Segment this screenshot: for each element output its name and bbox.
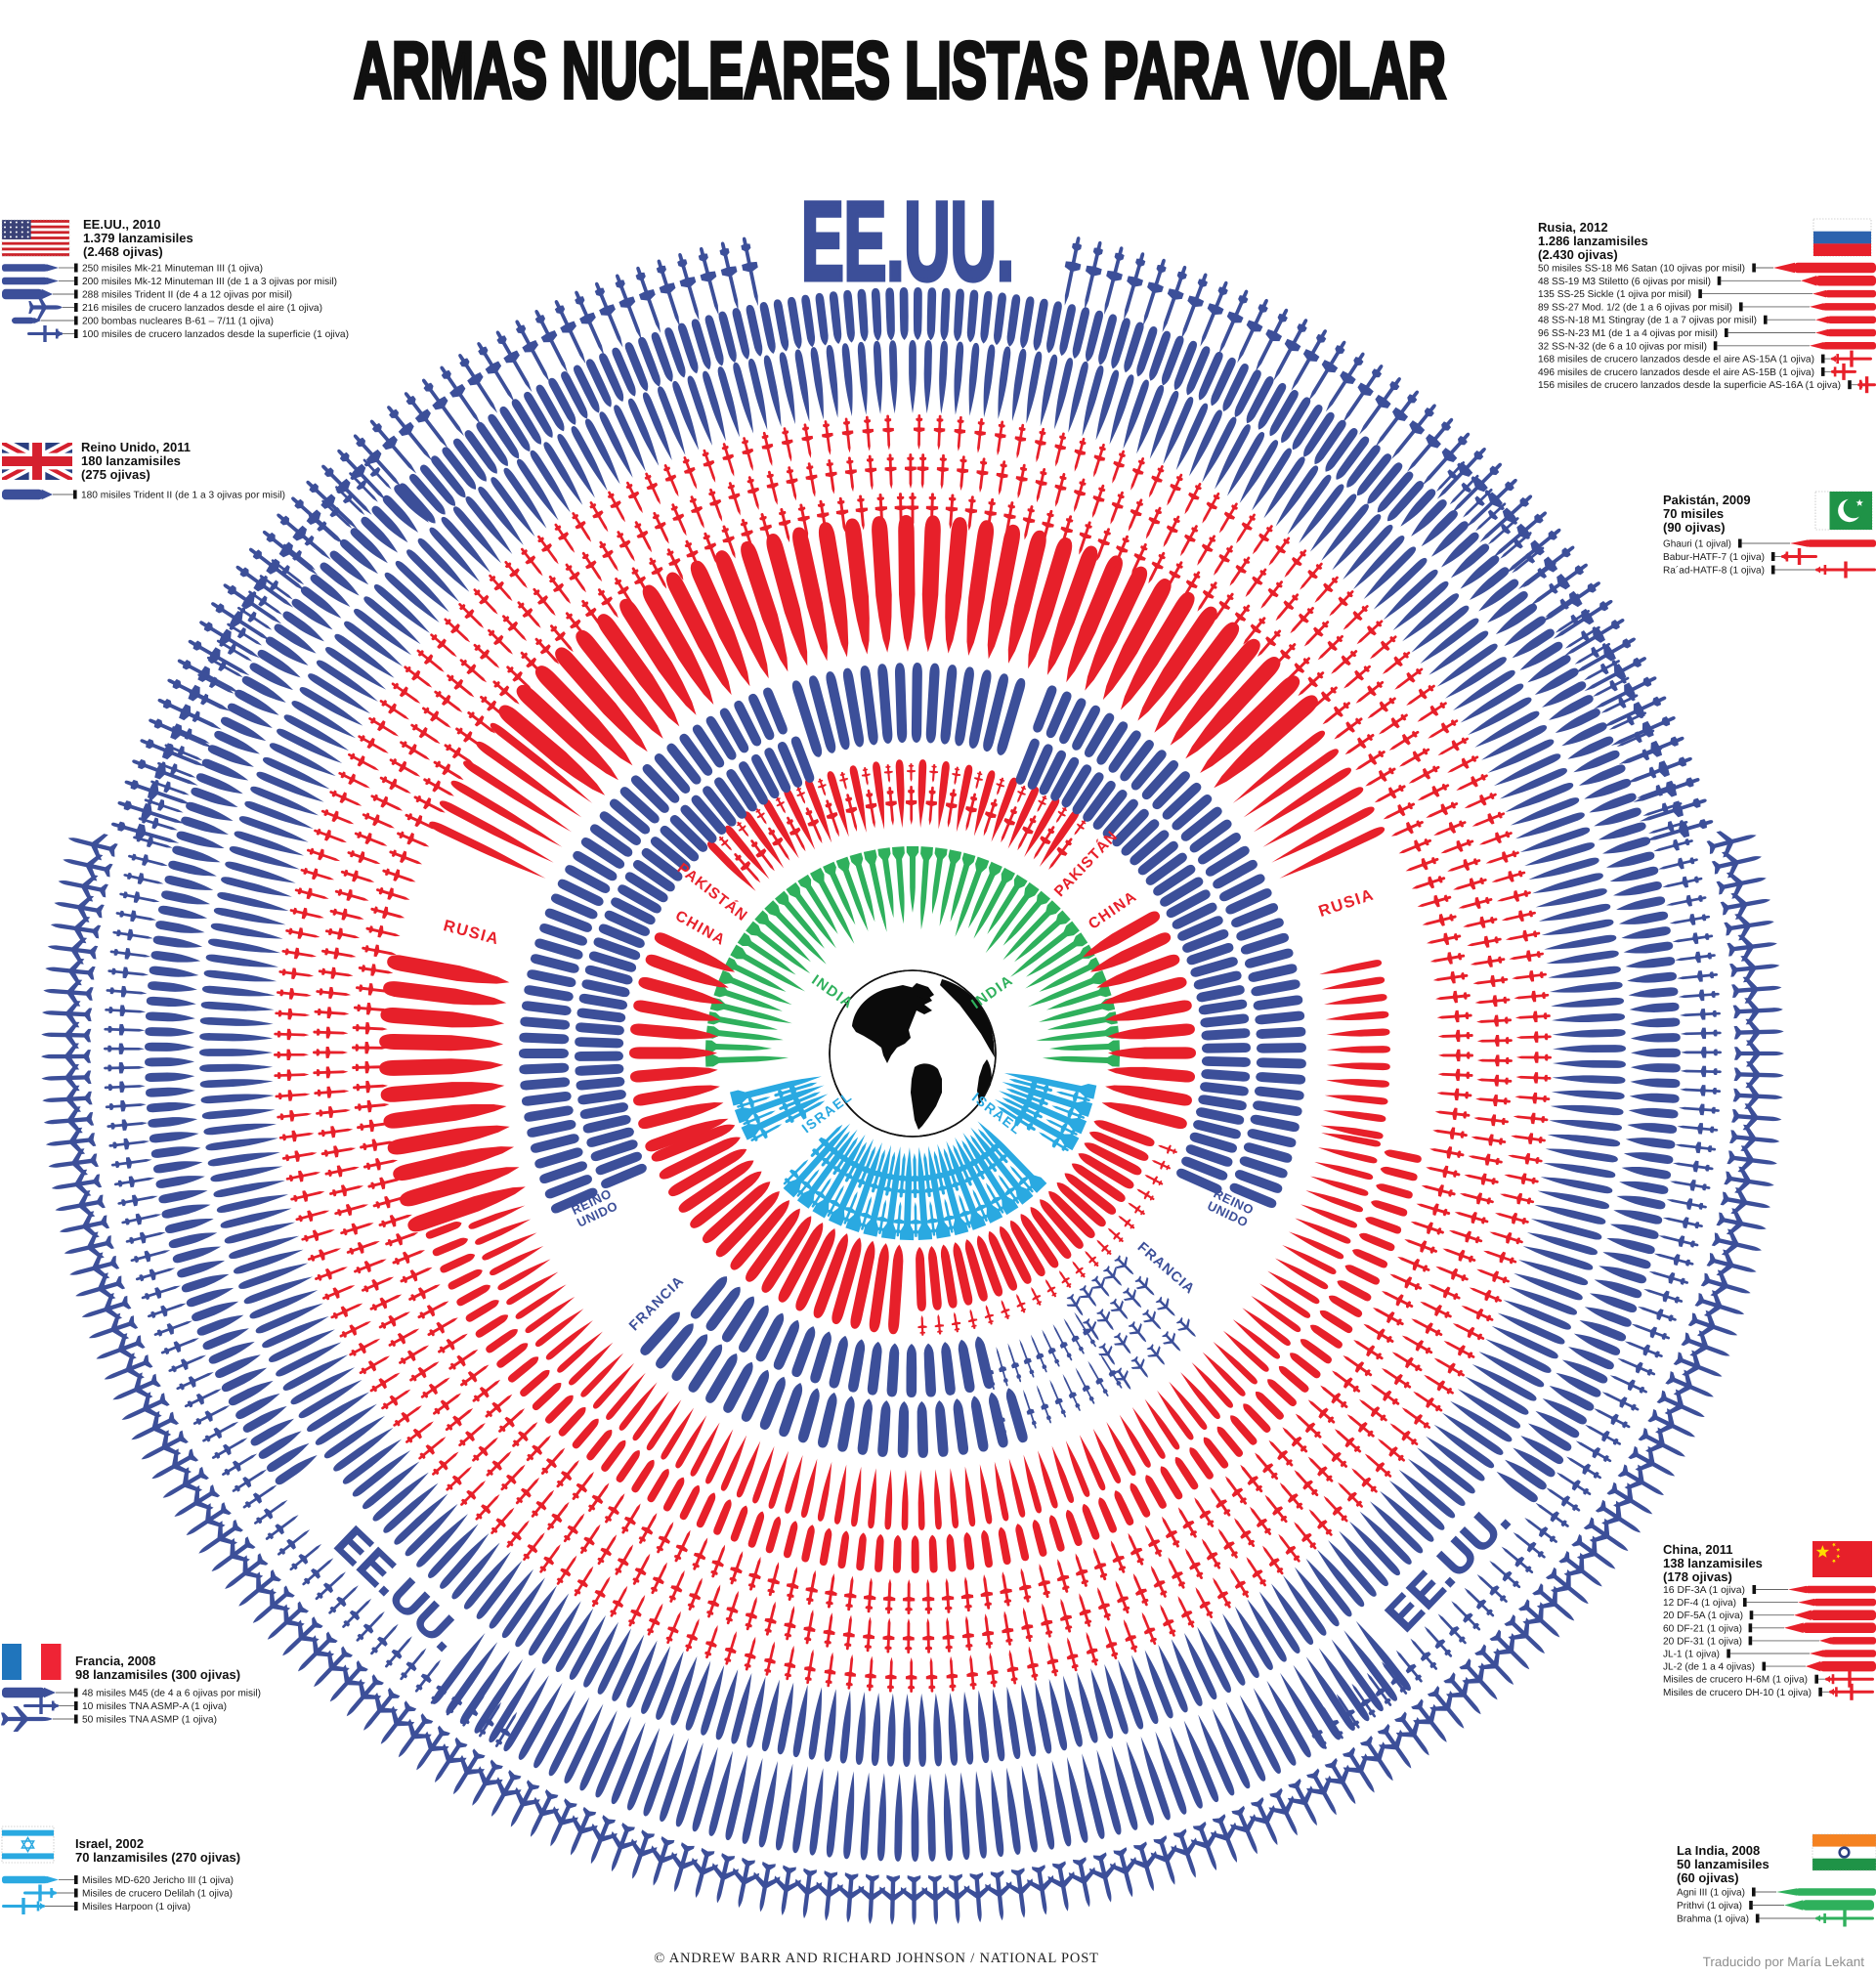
svg-text:Brahma (1 ojiva): Brahma (1 ojiva) (1677, 1914, 1749, 1925)
svg-text:48 SS-19 M3 Stiletto (6 ojivas: 48 SS-19 M3 Stiletto (6 ojivas por misil… (1538, 277, 1711, 287)
svg-text:16 DF-3A (1 ojiva): 16 DF-3A (1 ojiva) (1663, 1585, 1745, 1596)
svg-text:JL-2 (de 1 a 4 ojivas): JL-2 (de 1 a 4 ojivas) (1663, 1662, 1755, 1673)
svg-text:50 lanzamisiles: 50 lanzamisiles (1677, 1857, 1769, 1871)
svg-text:60 DF-21 (1 ojiva): 60 DF-21 (1 ojiva) (1663, 1623, 1742, 1634)
svg-text:70 misiles: 70 misiles (1663, 506, 1724, 521)
svg-text:Francia, 2008: Francia, 2008 (75, 1654, 155, 1668)
svg-text:(90 ojivas): (90 ojivas) (1663, 520, 1726, 535)
svg-text:200 misiles Mk-12 Minuteman II: 200 misiles Mk-12 Minuteman III (de 1 a … (82, 277, 337, 287)
svg-text:Israel, 2002: Israel, 2002 (75, 1836, 144, 1851)
svg-text:32 SS-N-32 (de 6 a 10 ojivas p: 32 SS-N-32 (de 6 a 10 ojivas por misil) (1538, 341, 1707, 352)
svg-text:138 lanzamisiles: 138 lanzamisiles (1663, 1556, 1763, 1570)
svg-text:12 DF-4 (1 ojiva): 12 DF-4 (1 ojiva) (1663, 1598, 1736, 1609)
svg-text:96 SS-N-23 M1 (de 1 a 4 ojivas: 96 SS-N-23 M1 (de 1 a 4 ojivas por misil… (1538, 328, 1718, 339)
svg-text:EE.UU.: EE.UU. (801, 180, 1014, 304)
svg-text:10 misiles TNA ASMP-A (1 ojiva: 10 misiles TNA ASMP-A (1 ojiva) (82, 1701, 227, 1712)
svg-text:98 lanzamisiles (300 ojivas): 98 lanzamisiles (300 ojivas) (75, 1667, 240, 1682)
svg-text:EE.UU., 2010: EE.UU., 2010 (83, 217, 161, 232)
svg-text:89 SS-27 Mod. 1/2 (de 1 a 6 oj: 89 SS-27 Mod. 1/2 (de 1 a 6 ojivas por m… (1538, 302, 1732, 313)
svg-text:Pakistán, 2009: Pakistán, 2009 (1663, 493, 1751, 507)
svg-text:216 misiles de crucero lanzado: 216 misiles de crucero lanzados desde el… (82, 303, 322, 314)
svg-text:Prithvi (1 ojiva): Prithvi (1 ojiva) (1677, 1901, 1742, 1912)
svg-text:48 misiles M45 (de 4 a 6 ojiva: 48 misiles M45 (de 4 a 6 ojivas por misi… (82, 1689, 261, 1699)
svg-text:Misiles MD-620 Jericho III (1: Misiles MD-620 Jericho III (1 ojiva) (82, 1875, 234, 1886)
svg-text:50 misiles SS-18 M6 Satan (10: 50 misiles SS-18 M6 Satan (10 ojivas por… (1538, 264, 1745, 275)
svg-text:100 misiles de crucero lanzado: 100 misiles de crucero lanzados desde la… (82, 329, 349, 340)
svg-text:(178 ojivas): (178 ojivas) (1663, 1569, 1732, 1584)
svg-text:180 lanzamisiles: 180 lanzamisiles (81, 453, 181, 468)
svg-text:Misiles de crucero DH-10 (1 oj: Misiles de crucero DH-10 (1 ojiva) (1663, 1688, 1812, 1698)
svg-text:(2.430 ojivas): (2.430 ojivas) (1538, 247, 1618, 262)
svg-text:200 bombas nucleares B-61 – 7/: 200 bombas nucleares B-61 – 7/11 (1 ojiv… (82, 317, 274, 327)
svg-text:Agni III (1 ojiva): Agni III (1 ojiva) (1677, 1888, 1745, 1899)
svg-text:156 misiles de crucero lanzado: 156 misiles de crucero lanzados desde la… (1538, 380, 1841, 391)
svg-text:Reino Unido, 2011: Reino Unido, 2011 (81, 440, 191, 454)
svg-text:Misiles de crucero Delilah (1: Misiles de crucero Delilah (1 ojiva) (82, 1889, 233, 1900)
svg-text:Babur-HATF-7 (1 ojiva): Babur-HATF-7 (1 ojiva) (1663, 552, 1765, 563)
svg-text:20 DF-5A (1 ojiva): 20 DF-5A (1 ojiva) (1663, 1611, 1743, 1621)
svg-text:China, 2011: China, 2011 (1663, 1542, 1733, 1557)
svg-text:(2.468 ojivas): (2.468 ojivas) (83, 244, 163, 259)
svg-text:La India, 2008: La India, 2008 (1677, 1843, 1760, 1858)
svg-text:Rusia, 2012: Rusia, 2012 (1538, 220, 1608, 235)
svg-text:(60 ojivas): (60 ojivas) (1677, 1870, 1739, 1885)
svg-text:JL-1 (1 ojiva): JL-1 (1 ojiva) (1663, 1650, 1720, 1660)
svg-text:180 misiles Trident II (de 1 a: 180 misiles Trident II (de 1 a 3 ojivas … (81, 491, 285, 501)
svg-text:Misiles Harpoon (1 ojiva): Misiles Harpoon (1 ojiva) (82, 1902, 191, 1912)
svg-text:ARMAS NUCLEARES LISTAS PARA VO: ARMAS NUCLEARES LISTAS PARA VOLAR (354, 26, 1446, 115)
svg-text:Ghauri (1 ojival): Ghauri (1 ojival) (1663, 539, 1731, 550)
svg-text:1.286 lanzamisiles: 1.286 lanzamisiles (1538, 234, 1648, 248)
svg-text:70 lanzamisiles (270 ojivas): 70 lanzamisiles (270 ojivas) (75, 1850, 240, 1865)
svg-text:© ANDREW BARR AND RICHARD JOHN: © ANDREW BARR AND RICHARD JOHNSON / NATI… (654, 1951, 1098, 1966)
svg-text:250 misiles Mk-21 Minuteman II: 250 misiles Mk-21 Minuteman III (1 ojiva… (82, 264, 263, 275)
svg-text:20 DF-31 (1 ojiva): 20 DF-31 (1 ojiva) (1663, 1636, 1742, 1647)
svg-text:168 misiles de crucero lanzado: 168 misiles de crucero lanzados desde el… (1538, 355, 1814, 365)
svg-text:Ra´ad-HATF-8 (1 ojiva): Ra´ad-HATF-8 (1 ojiva) (1663, 566, 1765, 577)
svg-text:496 misiles de crucero lanzado: 496 misiles de crucero lanzados desde el… (1538, 367, 1814, 378)
svg-text:48 SS-N-18 M1 Stingray (de 1 a: 48 SS-N-18 M1 Stingray (de 1 a 7 ojivas … (1538, 316, 1757, 326)
svg-text:50 misiles TNA ASMP (1 ojiva): 50 misiles TNA ASMP (1 ojiva) (82, 1715, 217, 1726)
svg-text:(275 ojivas): (275 ojivas) (81, 467, 150, 482)
svg-text:Traducido por María Lekant: Traducido por María Lekant (1703, 1955, 1865, 1969)
svg-text:1.379 lanzamisiles: 1.379 lanzamisiles (83, 231, 193, 245)
svg-text:288 misiles Trident II (de 4 a: 288 misiles Trident II (de 4 a 12 ojivas… (82, 290, 292, 301)
svg-text:135 SS-25 Sickle (1 ojiva por: 135 SS-25 Sickle (1 ojiva por misil) (1538, 289, 1691, 300)
svg-text:Misiles de crucero H-6M (1 oji: Misiles de crucero H-6M (1 ojiva) (1663, 1675, 1808, 1686)
